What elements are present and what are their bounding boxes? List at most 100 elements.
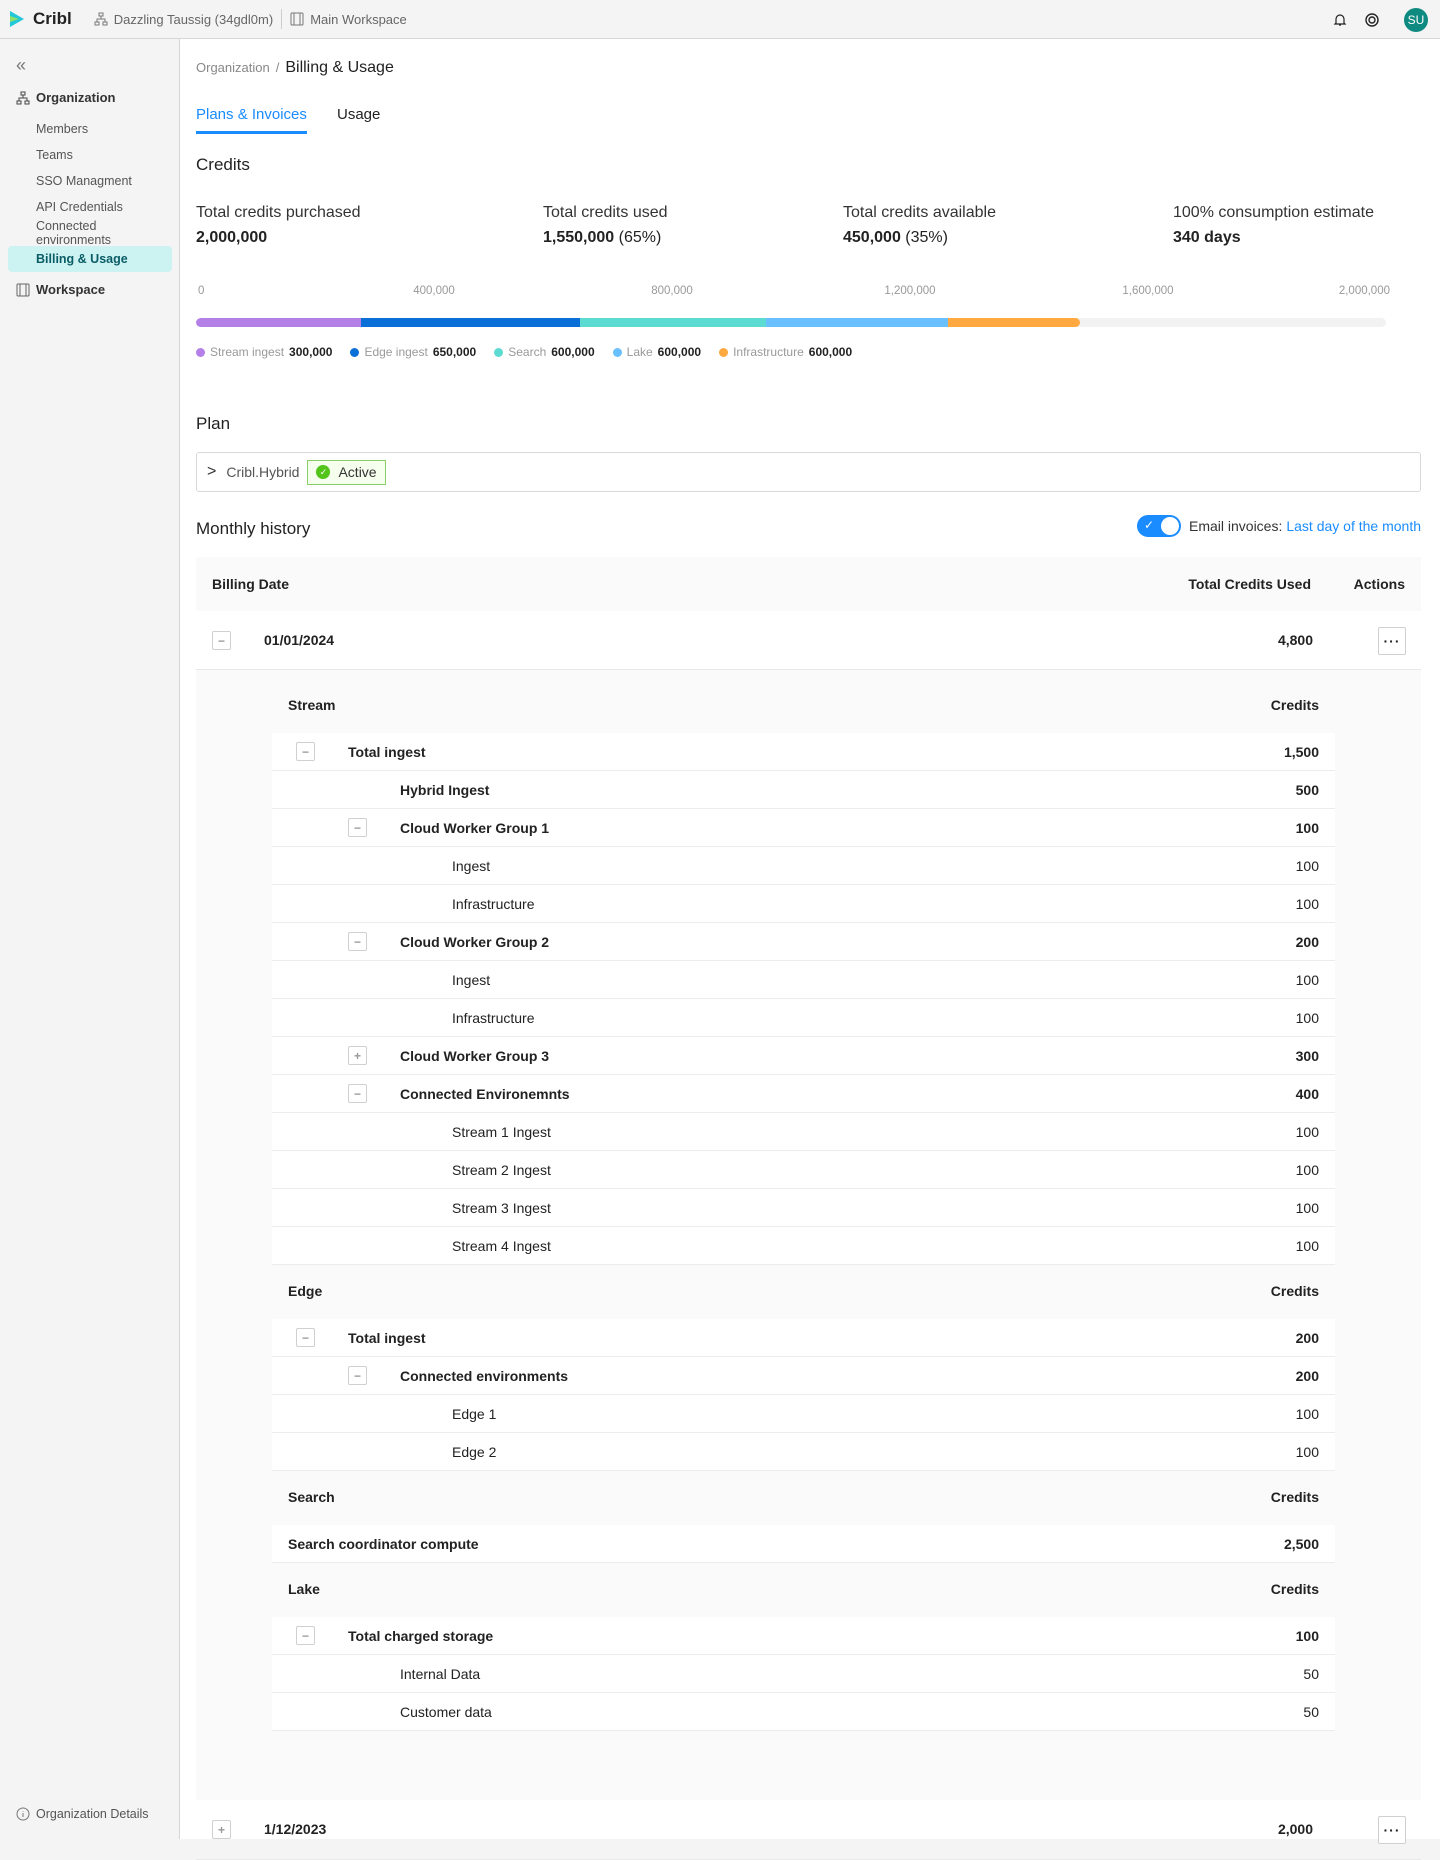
- stat-percent: (35%): [905, 229, 948, 246]
- stat-label: Total credits purchased: [196, 204, 361, 221]
- col-total-credits[interactable]: Total Credits Used: [1188, 576, 1311, 592]
- breadcrumb: Organization / Billing & Usage: [196, 59, 394, 76]
- axis-tick-label: 1,600,000: [1122, 285, 1174, 297]
- bar-segment-search: [579, 318, 766, 327]
- sidebar-item-sso[interactable]: SSO Managment: [36, 174, 132, 188]
- plan-name: Cribl.Hybrid: [226, 464, 300, 480]
- workspace-switcher[interactable]: Main Workspace: [290, 12, 407, 27]
- organization-details-label: Organization Details: [36, 1807, 149, 1821]
- legend-dot: [196, 347, 205, 357]
- sidebar-item-teams[interactable]: Teams: [36, 148, 73, 162]
- collapse-button[interactable]: −: [296, 1626, 315, 1645]
- legend-value: 600,000: [551, 345, 595, 359]
- breadcrumb-parent[interactable]: Organization: [196, 60, 270, 75]
- expanded-row-details: Stream Credits − Total ingest 1,500 Hybrid In…: [196, 670, 1421, 1800]
- sidebar-group-workspace[interactable]: Workspace: [16, 282, 105, 297]
- detail-row: Internal Data 50: [272, 1655, 1335, 1693]
- detail-row: Stream 4 Ingest 100: [272, 1227, 1335, 1265]
- stat-value: 340 days: [1173, 229, 1241, 247]
- expand-button[interactable]: +: [348, 1046, 367, 1065]
- org-switcher[interactable]: Dazzling Taussig (34gdl0m): [94, 12, 273, 27]
- sidebar-group-organization[interactable]: Organization: [16, 90, 115, 105]
- detail-label: Internal Data: [400, 1666, 481, 1682]
- stat-percent: (65%): [618, 229, 662, 246]
- section-title: Edge: [288, 1283, 323, 1299]
- tab-usage[interactable]: Usage: [337, 106, 381, 123]
- detail-label: Stream 1 Ingest: [452, 1124, 551, 1140]
- legend-name: Search: [508, 345, 547, 359]
- section-credits-header: Credits: [1270, 1581, 1319, 1597]
- org-icon: [94, 12, 108, 26]
- bar-segment-edge-ingest: [361, 318, 580, 327]
- section-credits-header: Credits: [1270, 1283, 1319, 1299]
- sidebar-item-connected-environments[interactable]: Connected environments: [36, 219, 112, 247]
- detail-row: Stream 3 Ingest 100: [272, 1189, 1335, 1227]
- collapse-row-button[interactable]: −: [212, 631, 231, 650]
- sidebar-item-api-credentials[interactable]: API Credentials: [36, 200, 123, 214]
- detail-row: − Total charged storage 100: [272, 1617, 1335, 1655]
- section-credits-header: Credits: [1270, 1489, 1319, 1505]
- check-circle-icon: ✓: [316, 465, 331, 479]
- sidebar-group-label: Workspace: [36, 282, 106, 297]
- detail-credits: 100: [1295, 1162, 1319, 1178]
- cribl-logo[interactable]: Cribl: [10, 9, 72, 29]
- bell-icon[interactable]: [1332, 12, 1348, 28]
- detail-label: Edge 1: [452, 1406, 497, 1422]
- more-actions-button[interactable]: ···: [1378, 627, 1406, 655]
- detail-credits: 100: [1295, 972, 1319, 988]
- tab-plans-invoices[interactable]: Plans & Invoices: [196, 106, 307, 134]
- detail-credits: 1,500: [1283, 744, 1319, 760]
- detail-label: Ingest: [452, 972, 491, 988]
- table-row: − 01/01/2024 4,800 ···: [196, 611, 1421, 670]
- legend-item: Lake 600,000: [612, 345, 701, 359]
- collapse-button[interactable]: −: [348, 1366, 367, 1385]
- bar-segment-lake: [766, 318, 949, 327]
- total-credits: 4,800: [1277, 632, 1313, 648]
- detail-label: Stream 3 Ingest: [452, 1200, 551, 1216]
- collapse-button[interactable]: −: [348, 932, 367, 951]
- detail-label: Search coordinator compute: [288, 1536, 479, 1552]
- sidebar-item-members[interactable]: Members: [36, 122, 89, 136]
- email-invoices-toggle[interactable]: ✓: [1136, 515, 1181, 537]
- axis-tick-label: 400,000: [413, 285, 455, 297]
- detail-credits: 100: [1295, 1124, 1319, 1140]
- credits-usage-bar: [196, 318, 1386, 327]
- detail-credits: 100: [1295, 1200, 1319, 1216]
- more-actions-button[interactable]: ···: [1378, 1816, 1406, 1844]
- detail-credits: 100: [1295, 896, 1319, 912]
- detail-label: Stream 4 Ingest: [452, 1238, 551, 1254]
- legend-item: Search 600,000: [494, 345, 595, 359]
- email-invoices-control: ✓ Email invoices: Last day of the month: [1136, 515, 1421, 537]
- detail-row: Ingest 100: [272, 961, 1335, 999]
- collapse-sidebar-icon[interactable]: «: [16, 55, 27, 75]
- sidebar-item-billing[interactable]: Billing & Usage: [8, 246, 172, 272]
- detail-row: Infrastructure 100: [272, 885, 1335, 923]
- detail-credits: 2,500: [1283, 1536, 1319, 1552]
- detail-label: Customer data: [400, 1704, 492, 1720]
- help-icon[interactable]: [1364, 12, 1380, 28]
- collapse-button[interactable]: −: [296, 742, 315, 761]
- monthly-history-heading: Monthly history: [196, 519, 311, 538]
- detail-row: Hybrid Ingest 500: [272, 771, 1335, 809]
- collapse-button[interactable]: −: [348, 1084, 367, 1103]
- plan-row[interactable]: > Cribl.Hybrid ✓ Active: [196, 452, 1421, 492]
- email-schedule-link[interactable]: Last day of the month: [1286, 518, 1421, 534]
- organization-details-link[interactable]: Organization Details: [16, 1807, 149, 1821]
- detail-row: − Cloud Worker Group 1 100: [272, 809, 1335, 847]
- legend-value: 650,000: [432, 345, 477, 359]
- detail-row: Ingest 100: [272, 847, 1335, 885]
- detail-label: Cloud Worker Group 3: [400, 1048, 550, 1064]
- workspace-name: Main Workspace: [310, 11, 407, 27]
- status-badge: ✓ Active: [307, 459, 386, 485]
- col-billing-date[interactable]: Billing Date: [212, 576, 290, 592]
- detail-row: − Cloud Worker Group 2 200: [272, 923, 1335, 961]
- legend-dot: [612, 347, 622, 357]
- detail-credits: 100: [1295, 1406, 1319, 1422]
- avatar[interactable]: SU: [1404, 7, 1428, 32]
- axis-tick-label: 2,000,000: [1338, 285, 1390, 297]
- expand-row-button[interactable]: +: [212, 1820, 231, 1839]
- collapse-button[interactable]: −: [348, 818, 367, 837]
- chevron-right-icon[interactable]: >: [207, 463, 217, 480]
- detail-label: Cloud Worker Group 2: [400, 934, 550, 950]
- collapse-button[interactable]: −: [296, 1328, 315, 1347]
